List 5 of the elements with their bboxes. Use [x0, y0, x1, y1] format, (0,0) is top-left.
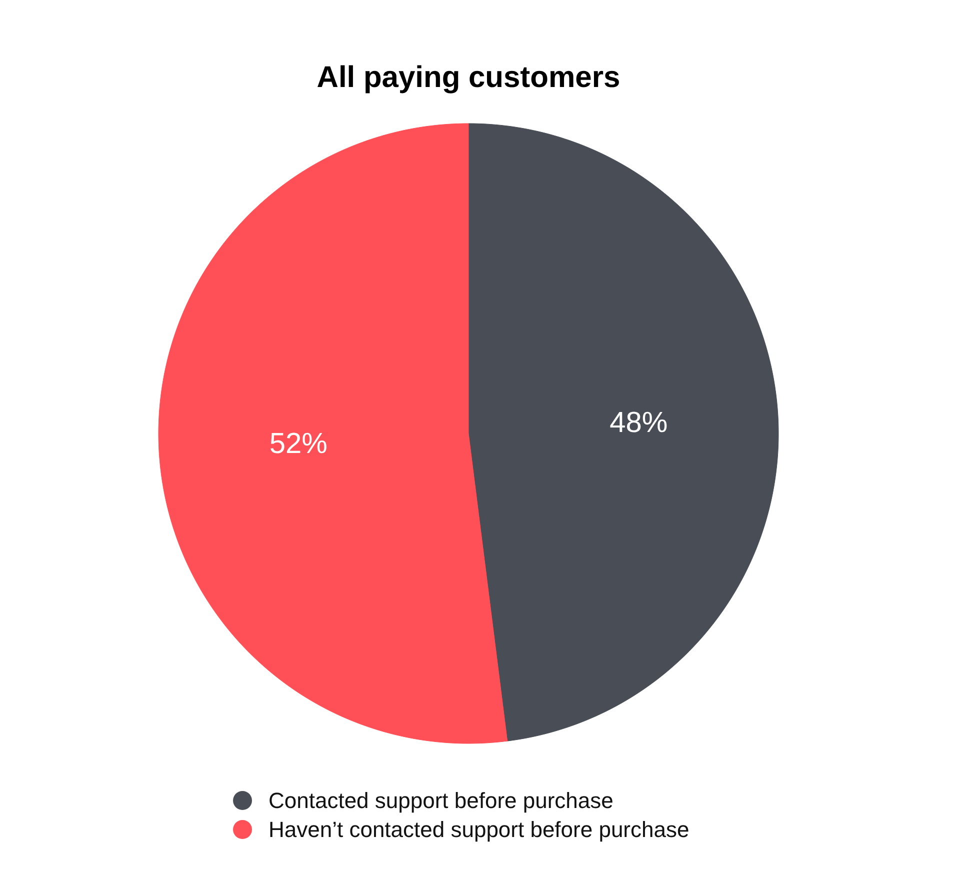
legend-label: Contacted support before purchase	[268, 788, 614, 813]
legend-label: Haven’t contacted support before purchase	[268, 817, 690, 842]
data-label: 48%	[610, 406, 668, 439]
data-label: 52%	[269, 428, 328, 460]
chart-title: All paying customers	[316, 61, 620, 94]
